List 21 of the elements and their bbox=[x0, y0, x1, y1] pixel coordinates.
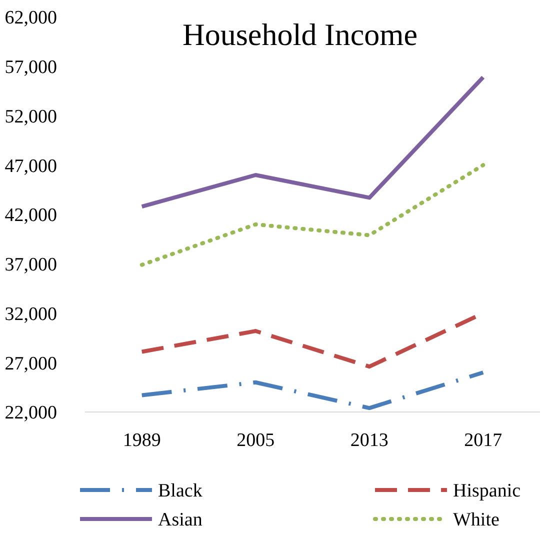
chart-title: Household Income bbox=[182, 17, 418, 52]
y-tick-label: 27,000 bbox=[4, 353, 57, 374]
y-tick-label: 22,000 bbox=[4, 402, 57, 424]
y-tick-label: 62,000 bbox=[4, 8, 57, 29]
x-tick-label: 2017 bbox=[464, 430, 502, 451]
x-tick-label: 2013 bbox=[350, 430, 388, 451]
legend-label: Asian bbox=[158, 510, 203, 531]
y-tick-label: 47,000 bbox=[4, 156, 57, 177]
line-series bbox=[140, 163, 486, 267]
y-tick-label: 37,000 bbox=[4, 254, 57, 276]
x-tick-label: 1989 bbox=[122, 430, 161, 451]
legend-label: Black bbox=[158, 480, 203, 502]
line-series bbox=[140, 370, 486, 410]
legend-label: Hispanic bbox=[453, 480, 521, 502]
line-series bbox=[140, 75, 486, 209]
y-tick-label: 42,000 bbox=[4, 205, 57, 226]
x-tick-label: 2005 bbox=[236, 430, 275, 451]
legend-label: White bbox=[453, 510, 500, 531]
y-tick-label: 57,000 bbox=[4, 57, 57, 78]
y-tick-label: 32,000 bbox=[4, 304, 57, 325]
y-tick-label: 52,000 bbox=[4, 106, 57, 128]
